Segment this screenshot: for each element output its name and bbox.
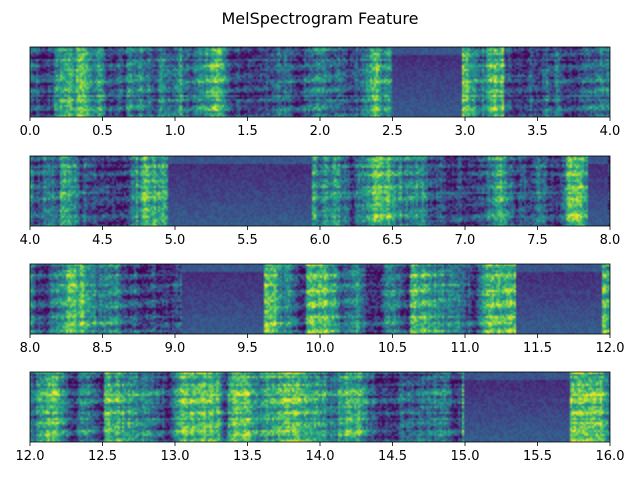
x-tick-label: 13.5 (233, 449, 262, 464)
x-tick-label: 9.0 (165, 341, 186, 356)
x-tick-label: 3.5 (527, 124, 548, 139)
x-tick-label: 7.5 (527, 233, 548, 248)
x-tick-label: 12.0 (16, 449, 45, 464)
x-tick-label: 2.5 (382, 124, 403, 139)
x-tick-label: 3.0 (455, 124, 476, 139)
spectrogram-image-1 (30, 47, 610, 117)
x-tick-label: 1.0 (165, 124, 186, 139)
x-tick-label: 8.0 (20, 341, 41, 356)
x-tick-label: 12.0 (596, 341, 625, 356)
x-tick-label: 4.5 (92, 233, 113, 248)
spectrogram-image-2 (30, 156, 610, 226)
spectrogram-panel-3: 8.0 8.5 9.0 9.5 10.0 10.5 11.0 11.5 12.0 (20, 263, 625, 356)
chart-title: MelSpectrogram Feature (221, 9, 418, 28)
x-tick-label: 8.5 (92, 341, 113, 356)
x-tick-label: 11.0 (451, 341, 480, 356)
spectrogram-image-4 (30, 372, 610, 442)
x-tick-label: 7.0 (455, 233, 476, 248)
x-tick-label: 5.0 (165, 233, 186, 248)
x-tick-label: 1.5 (237, 124, 258, 139)
spectrogram-panel-2: 4.0 4.5 5.0 5.5 6.0 6.5 7.0 7.5 8.0 (20, 155, 621, 248)
x-tick-label: 5.5 (237, 233, 258, 248)
x-tick-label: 2.0 (310, 124, 331, 139)
x-tick-label: 11.5 (523, 341, 552, 356)
x-tick-label: 14.5 (378, 449, 407, 464)
x-tick-label: 13.0 (161, 449, 190, 464)
x-tick-label: 6.5 (382, 233, 403, 248)
x-tick-label: 10.5 (378, 341, 407, 356)
x-tick-label: 15.0 (451, 449, 480, 464)
spectrogram-panels: 0.0 0.5 1.0 1.5 2.0 2.5 3.0 3.5 4.0 4.0 4.5 5.0 5.5 6… (16, 46, 625, 464)
spectrogram-panel-1: 0.0 0.5 1.0 1.5 2.0 2.5 3.0 3.5 4.0 (20, 46, 621, 139)
spectrogram-image-3 (30, 264, 610, 334)
x-tick-label: 12.5 (88, 449, 117, 464)
x-tick-label: 0.0 (20, 124, 41, 139)
x-tick-label: 4.0 (20, 233, 41, 248)
x-tick-label: 4.0 (600, 124, 621, 139)
x-tick-label: 9.5 (237, 341, 258, 356)
x-tick-label: 16.0 (596, 449, 625, 464)
x-tick-label: 6.0 (310, 233, 331, 248)
x-tick-label: 10.0 (306, 341, 335, 356)
spectrogram-panel-4: 12.0 12.5 13.0 13.5 14.0 14.5 15.0 15.5 16.0 (16, 371, 625, 464)
x-tick-label: 15.5 (523, 449, 552, 464)
x-tick-label: 14.0 (306, 449, 335, 464)
x-tick-label: 8.0 (600, 233, 621, 248)
x-tick-label: 0.5 (92, 124, 113, 139)
